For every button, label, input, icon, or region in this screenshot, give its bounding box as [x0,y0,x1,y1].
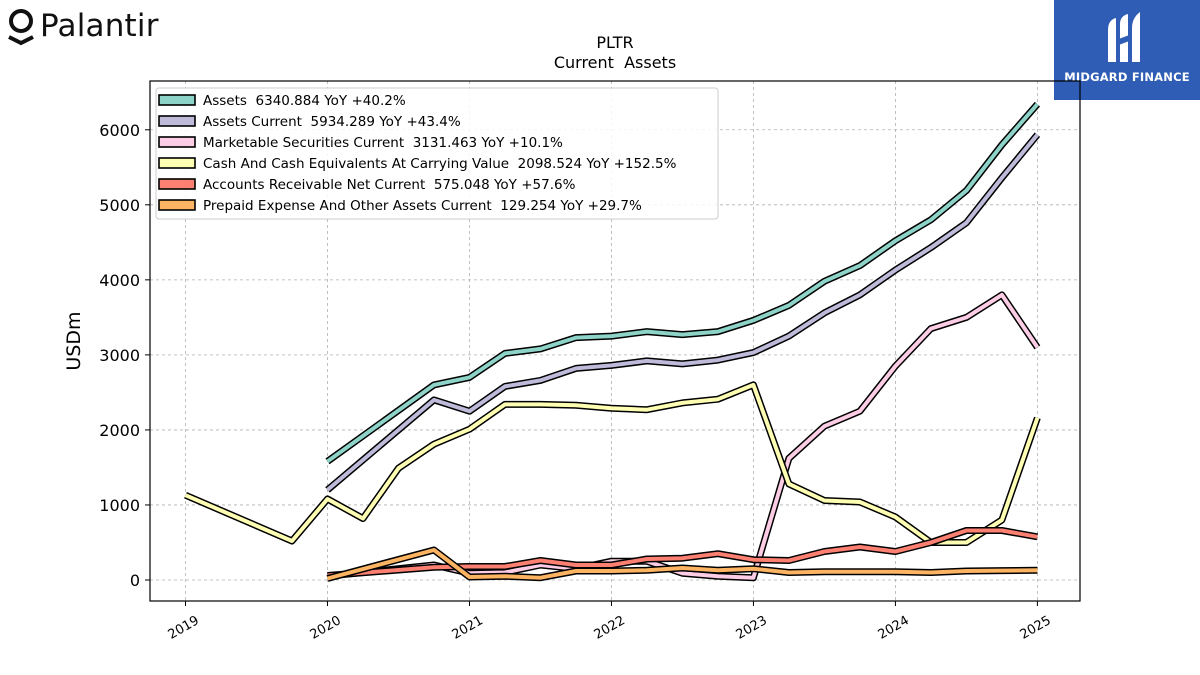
series-2 [327,291,1041,582]
series-line [327,292,1040,580]
legend-box [155,87,719,220]
series-0 [325,101,1041,465]
y-tick-label: 2000 [99,421,140,440]
series-1 [325,132,1041,493]
palantir-wordmark: Palantir [40,8,159,44]
x-tick-label: 2023 [734,613,770,643]
legend-label: Assets Current 5934.289 YoY +43.4% [203,114,461,130]
x-tick-label: 2022 [592,613,628,643]
y-tick-label: 3000 [99,346,140,365]
series-5 [326,546,1038,582]
chart-title: PLTR [596,33,633,52]
midgard-brand-text: MIDGARD FINANCE [1064,70,1190,84]
legend: Assets 6340.884 YoY +40.2% Assets Current… [155,87,719,220]
legend-swatch [158,94,196,106]
series-3 [184,381,1041,546]
y-axis: 0 1000 2000 3000 4000 5000 6000 [99,121,150,590]
legend-swatch [158,136,196,148]
midgard-finance-logo: MIDGARD FINANCE [1054,0,1200,100]
x-tick-label: 2025 [1018,613,1054,643]
series-line [184,382,1040,545]
y-tick-label: 1000 [99,496,140,515]
plot-frame [149,80,1081,602]
palantir-logo-icon [8,9,34,46]
series-line [326,102,1039,464]
midgard-emblem-icon [1108,12,1140,62]
series-4 [327,527,1039,579]
legend-label: Prepaid Expense And Other Assets Current… [203,198,642,214]
palantir-logo: Palantir [6,4,159,48]
x-tick-label: 2024 [876,613,912,643]
legend-label: Marketable Securities Current 3131.463 Y… [203,135,563,151]
x-tick-label: 2021 [450,613,486,643]
y-axis-label: USDm [63,311,85,370]
x-axis: 2019 2020 2021 2022 2023 2024 2025 [166,601,1054,643]
y-tick-label: 0 [130,571,140,590]
y-tick-label: 6000 [99,121,140,140]
series-lines [184,101,1041,582]
y-tick-label: 4000 [99,271,140,290]
legend-label: Assets 6340.884 YoY +40.2% [203,93,406,109]
y-tick-label: 5000 [99,196,140,215]
series-line [327,528,1038,578]
series-line [326,548,1038,581]
series-line [326,133,1039,492]
x-tick-label: 2020 [308,613,344,643]
legend-swatch [158,178,196,190]
legend-swatch [158,199,196,211]
legend-label: Accounts Receivable Net Current 575.048 … [203,177,576,193]
chart-subtitle: Current Assets [554,53,676,72]
legend-swatch [158,115,196,127]
x-tick-label: 2019 [166,613,202,643]
legend-swatch [158,157,196,169]
legend-label: Cash And Cash Equivalents At Carrying Va… [203,156,677,172]
